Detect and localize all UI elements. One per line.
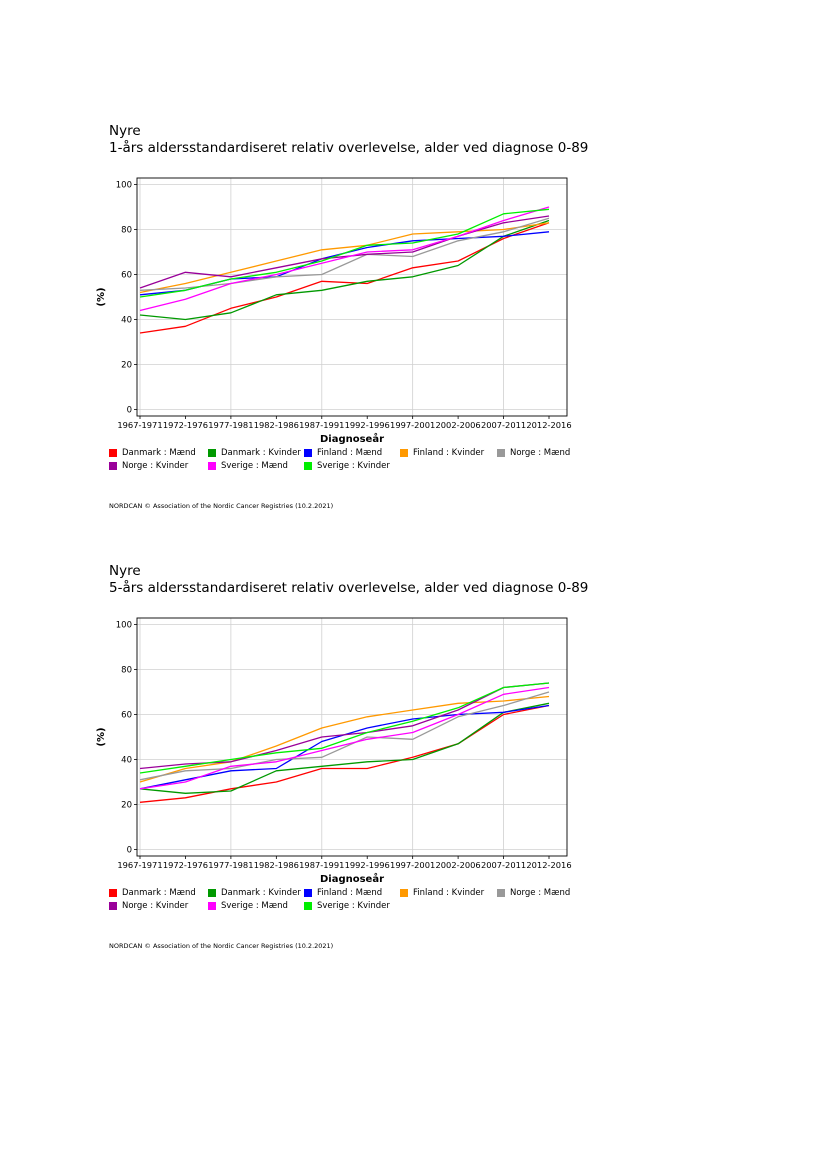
x-tick-label: 1982-1986 bbox=[254, 420, 299, 430]
x-tick-label: 1972-1976 bbox=[163, 420, 208, 430]
chart-title: 1-års aldersstandardiseret relativ overl… bbox=[109, 140, 589, 156]
source-footer: NORDCAN © Association of the Nordic Canc… bbox=[109, 502, 334, 510]
legend-swatch bbox=[109, 889, 117, 897]
series-line-norge-kvinder bbox=[139, 215, 550, 289]
x-tick-label: 1977-1981 bbox=[208, 860, 253, 870]
legend-swatch bbox=[304, 902, 312, 910]
x-tick-label: 1997-2001 bbox=[390, 860, 435, 870]
x-tick-label: 1977-1981 bbox=[208, 420, 253, 430]
x-tick-label: 1967-1971 bbox=[117, 420, 162, 430]
y-tick-label: 40 bbox=[121, 756, 132, 766]
x-tick-label: 1987-1991 bbox=[299, 860, 344, 870]
legend-swatch bbox=[400, 449, 408, 457]
legend-label: Sverige : Kvinder bbox=[317, 901, 390, 911]
legend-label: Danmark : Kvinder bbox=[221, 448, 301, 458]
legend-label: Sverige : Kvinder bbox=[317, 461, 390, 471]
x-tick-label: 1992-1996 bbox=[345, 860, 390, 870]
legend-label: Danmark : Mænd bbox=[122, 888, 196, 898]
series-line-sverige-m-nd bbox=[139, 206, 550, 312]
y-tick-label: 20 bbox=[121, 801, 132, 811]
chart-legend: Danmark : Mænd Danmark : Kvinder Finland :… bbox=[109, 888, 589, 918]
series-line-norge-m-nd bbox=[139, 217, 550, 291]
series-line-sverige-kvinder bbox=[139, 682, 550, 774]
x-tick-label: 2002-2006 bbox=[435, 420, 480, 430]
legend-swatch bbox=[208, 902, 216, 910]
y-tick-label: 80 bbox=[121, 226, 132, 236]
chart-title: 5-års aldersstandardiseret relativ overl… bbox=[109, 580, 589, 596]
source-footer: NORDCAN © Association of the Nordic Canc… bbox=[109, 942, 334, 950]
series-line-danmark-m-nd bbox=[139, 222, 550, 334]
chart-legend: Danmark : Mænd Danmark : Kvinder Finland :… bbox=[109, 448, 589, 478]
chart-title-organ: Nyre bbox=[109, 563, 141, 579]
y-tick-label: 100 bbox=[116, 621, 132, 631]
legend-label: Finland : Kvinder bbox=[413, 448, 485, 458]
x-tick-label: 2002-2006 bbox=[435, 860, 480, 870]
x-tick-label: 2012-2016 bbox=[526, 860, 571, 870]
plot-frame bbox=[136, 617, 568, 857]
legend-swatch bbox=[109, 462, 117, 470]
legend-swatch bbox=[497, 889, 505, 897]
legend-label: Norge : Mænd bbox=[510, 888, 571, 898]
series-line-danmark-m-nd bbox=[139, 704, 550, 803]
legend-swatch bbox=[304, 449, 312, 457]
legend-swatch bbox=[208, 889, 216, 897]
legend-swatch bbox=[400, 889, 408, 897]
series-line-norge-m-nd bbox=[139, 691, 550, 781]
legend-swatch bbox=[109, 902, 117, 910]
y-tick-label: 80 bbox=[121, 666, 132, 676]
legend-swatch bbox=[208, 462, 216, 470]
legend-label: Danmark : Mænd bbox=[122, 448, 196, 458]
legend-label: Norge : Kvinder bbox=[122, 901, 189, 911]
chart-block-1yr: Nyre 1-års aldersstandardiseret relativ … bbox=[0, 0, 827, 510]
y-tick-label: 0 bbox=[127, 406, 132, 416]
series-line-finland-kvinder bbox=[139, 222, 550, 294]
legend-label: Finland : Mænd bbox=[317, 448, 383, 458]
legend-swatch bbox=[497, 449, 505, 457]
x-tick-label: 2007-2011 bbox=[481, 420, 526, 430]
plot-area bbox=[137, 618, 567, 856]
legend-swatch bbox=[304, 462, 312, 470]
y-tick-label: 60 bbox=[121, 711, 132, 721]
x-tick-label: 1992-1996 bbox=[345, 420, 390, 430]
y-tick-label: 20 bbox=[121, 361, 132, 371]
legend-label: Sverige : Mænd bbox=[221, 901, 288, 911]
legend-swatch bbox=[208, 449, 216, 457]
x-tick-label: 1972-1976 bbox=[163, 860, 208, 870]
x-axis-label: Diagnoseår bbox=[320, 872, 384, 885]
legend-label: Finland : Kvinder bbox=[413, 888, 485, 898]
y-axis-label: (%) bbox=[96, 727, 107, 746]
x-tick-label: 1987-1991 bbox=[299, 420, 344, 430]
y-tick-label: 40 bbox=[121, 316, 132, 326]
y-tick-label: 60 bbox=[121, 271, 132, 281]
series-line-sverige-m-nd bbox=[139, 686, 550, 790]
chart-title-organ: Nyre bbox=[109, 123, 141, 139]
plot-frame bbox=[136, 177, 568, 417]
chart-block-5yr: Nyre 5-års aldersstandardiseret relativ … bbox=[0, 440, 827, 950]
y-tick-label: 100 bbox=[116, 181, 132, 191]
x-tick-label: 1982-1986 bbox=[254, 860, 299, 870]
x-tick-label: 1967-1971 bbox=[117, 860, 162, 870]
legend-swatch bbox=[304, 889, 312, 897]
x-axis-label: Diagnoseår bbox=[320, 432, 384, 445]
x-tick-label: 2007-2011 bbox=[481, 860, 526, 870]
legend-label: Norge : Kvinder bbox=[122, 461, 189, 471]
series-line-sverige-kvinder bbox=[139, 208, 550, 298]
x-tick-label: 2012-2016 bbox=[526, 420, 571, 430]
legend-label: Norge : Mænd bbox=[510, 448, 571, 458]
series-line-danmark-kvinder bbox=[139, 219, 550, 321]
y-axis-label: (%) bbox=[96, 287, 107, 306]
legend-label: Sverige : Mænd bbox=[221, 461, 288, 471]
y-tick-label: 0 bbox=[127, 846, 132, 856]
x-tick-label: 1997-2001 bbox=[390, 420, 435, 430]
legend-label: Finland : Mænd bbox=[317, 888, 383, 898]
legend-label: Danmark : Kvinder bbox=[221, 888, 301, 898]
series-line-danmark-kvinder bbox=[139, 702, 550, 794]
legend-swatch bbox=[109, 449, 117, 457]
series-line-finland-kvinder bbox=[139, 695, 550, 783]
